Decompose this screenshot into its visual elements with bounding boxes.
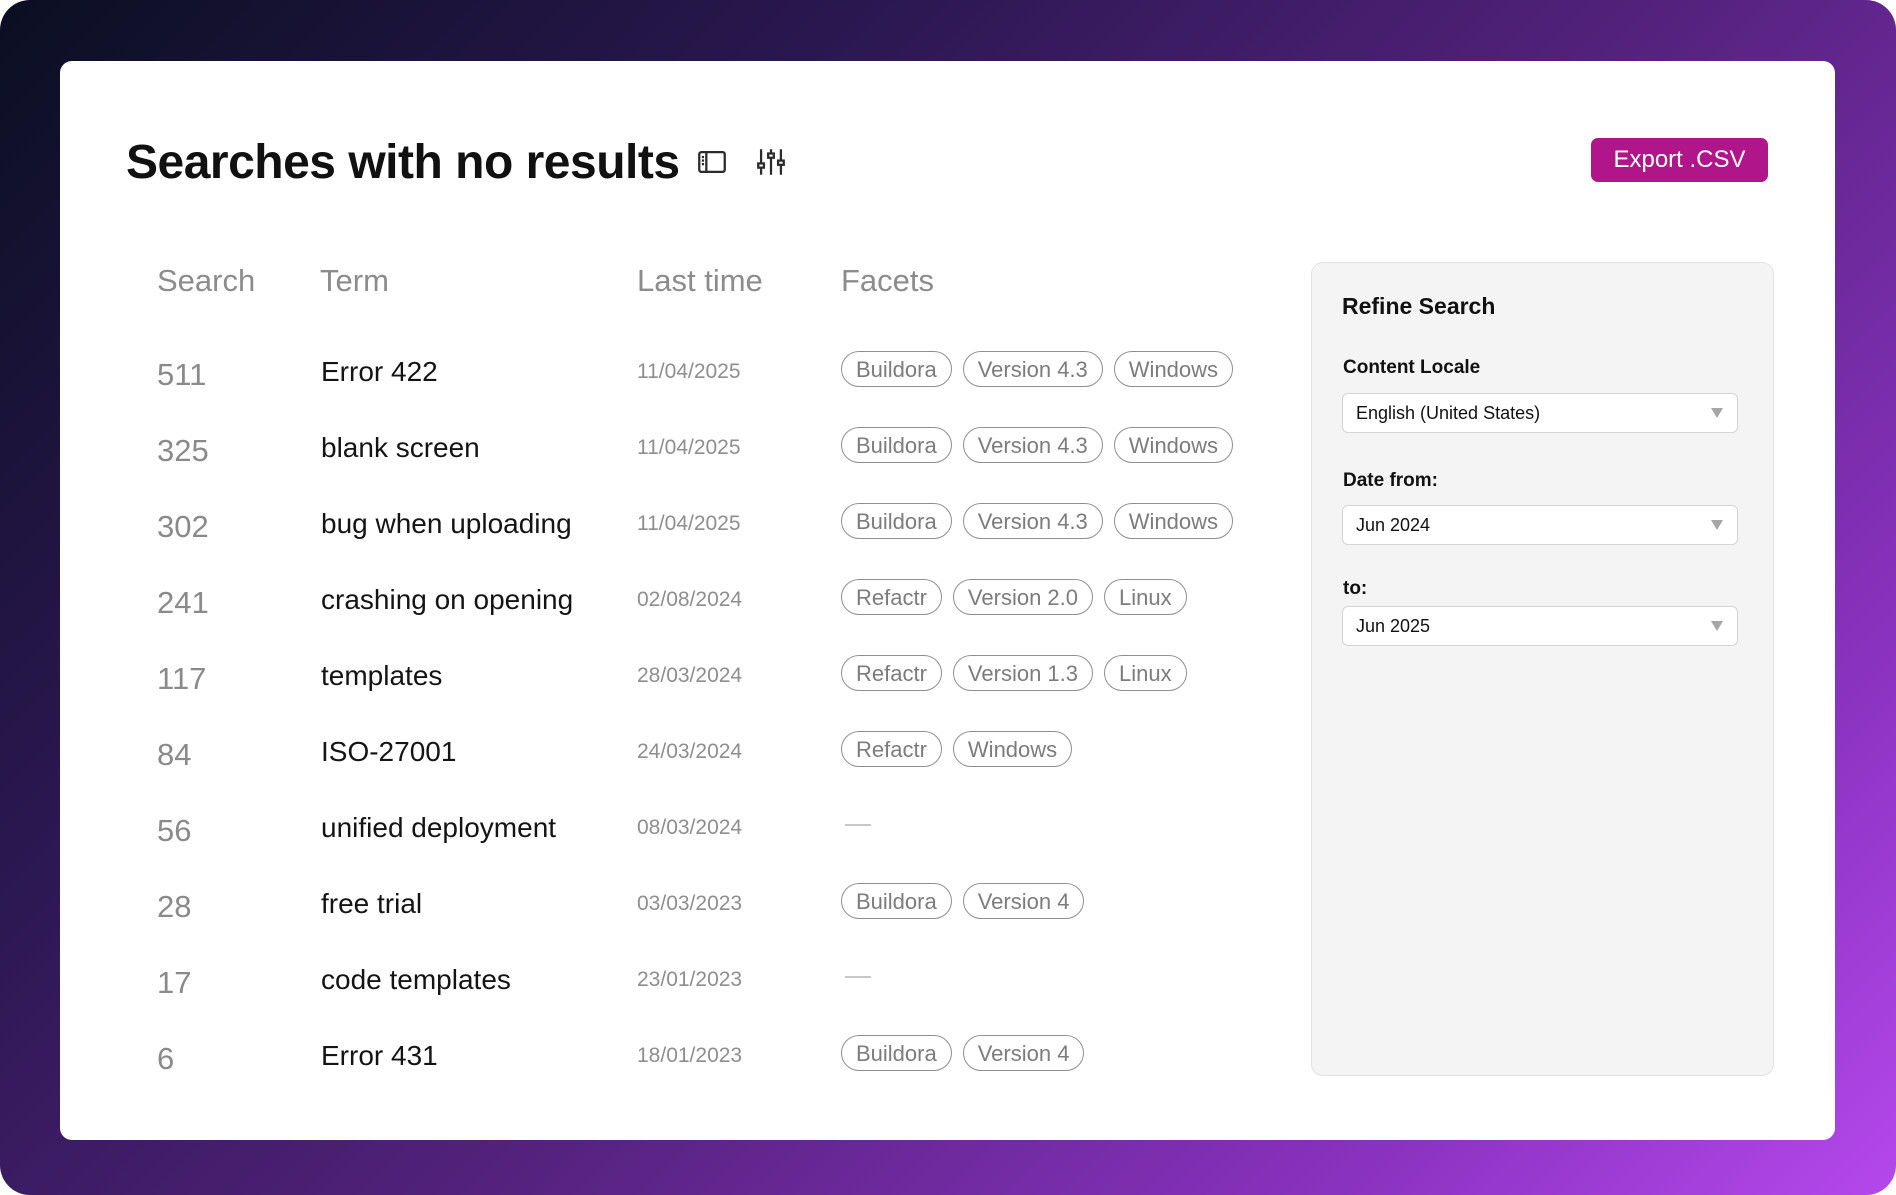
chevron-down-icon <box>1711 621 1723 631</box>
last-time: 02/08/2024 <box>637 588 743 611</box>
facet-chip[interactable]: Buildora <box>841 1035 952 1071</box>
facet-chip[interactable]: Linux <box>1104 655 1187 691</box>
facet-chip[interactable]: Windows <box>1113 351 1234 387</box>
facet-list: Buildora Version 4.3 Windows <box>841 427 1234 463</box>
facet-chip[interactable]: Buildora <box>841 427 952 463</box>
table-row[interactable]: 302 bug when uploading 11/04/2025 Buildora V… <box>60 498 1330 574</box>
facet-chip[interactable]: Linux <box>1104 579 1187 615</box>
facet-chip[interactable]: Windows <box>1113 427 1234 463</box>
search-term: ISO-27001 <box>321 736 457 767</box>
facet-chip[interactable]: Version 2.0 <box>952 579 1093 615</box>
facet-list: Buildora Version 4.3 Windows <box>841 503 1234 539</box>
facet-chip[interactable]: Version 4.3 <box>962 427 1103 463</box>
search-term: unified deployment <box>321 812 557 843</box>
chevron-down-icon <box>1711 408 1723 418</box>
search-count: 84 <box>157 737 192 772</box>
last-time: 28/03/2024 <box>637 664 743 687</box>
table-row[interactable]: 511 Error 422 11/04/2025 Buildora Version 4.… <box>60 346 1330 422</box>
facet-chip[interactable]: Version 4.3 <box>962 503 1103 539</box>
column-header-search[interactable]: Search <box>157 263 256 298</box>
filter-sliders-icon[interactable] <box>754 145 788 179</box>
sidebar-toggle-icon[interactable] <box>695 145 729 179</box>
report-card: Searches with no results Export .CSV Sea… <box>60 61 1835 1140</box>
facet-list: Refactr Version 1.3 Linux <box>841 655 1187 691</box>
export-csv-button[interactable]: Export .CSV <box>1591 138 1768 182</box>
search-count: 511 <box>157 357 207 392</box>
facet-list: Buildora Version 4 <box>841 883 1085 919</box>
date-from-label: Date from: <box>1343 470 1439 491</box>
search-count: 28 <box>157 889 192 924</box>
search-term: blank screen <box>321 432 480 463</box>
last-time: 11/04/2025 <box>637 360 741 383</box>
content-locale-label: Content Locale <box>1343 357 1481 378</box>
table-row[interactable]: 241 crashing on opening 02/08/2024 Refactr V… <box>60 574 1330 650</box>
search-count: 6 <box>157 1041 175 1076</box>
table-row[interactable]: 6 Error 431 18/01/2023 Buildora Version 4 <box>60 1030 1330 1106</box>
column-header-term[interactable]: Term <box>320 263 389 298</box>
last-time: 24/03/2024 <box>637 740 743 763</box>
facet-chip[interactable]: Buildora <box>841 883 952 919</box>
chevron-down-icon <box>1711 520 1723 530</box>
table-row[interactable]: 84 ISO-27001 24/03/2024 Refactr Windows <box>60 726 1330 802</box>
facet-list: Buildora Version 4 <box>841 1035 1085 1071</box>
search-term: Error 431 <box>321 1040 438 1071</box>
search-term: bug when uploading <box>321 508 572 539</box>
column-header-last-time[interactable]: Last time <box>637 263 763 298</box>
refine-search-panel: Refine Search Content Locale English (Un… <box>1311 262 1774 1076</box>
last-time: 23/01/2023 <box>637 968 743 991</box>
content-locale-select[interactable]: English (United States) <box>1342 393 1738 433</box>
table-row[interactable]: 117 templates 28/03/2024 Refactr Version 1.3… <box>60 650 1330 726</box>
facet-chip[interactable]: Refactr <box>841 655 942 691</box>
facet-chip[interactable]: Version 4 <box>962 1035 1085 1071</box>
search-term: free trial <box>321 888 423 919</box>
facet-chip[interactable]: Buildora <box>841 351 952 387</box>
search-term: code templates <box>321 964 511 995</box>
page-title: Searches with no results <box>126 136 680 189</box>
refine-search-title: Refine Search <box>1342 293 1496 319</box>
facet-chip[interactable]: Refactr <box>841 731 942 767</box>
facet-list: Refactr Version 2.0 Linux <box>841 579 1187 615</box>
date-to-value: Jun 2025 <box>1356 616 1431 636</box>
facet-list: Buildora Version 4.3 Windows <box>841 351 1234 387</box>
facet-chip[interactable]: Version 4.3 <box>962 351 1103 387</box>
facet-list: Refactr Windows <box>841 731 1073 767</box>
search-count: 117 <box>157 661 207 696</box>
facet-chip[interactable]: Version 4 <box>962 883 1085 919</box>
no-facets-dash <box>845 976 871 978</box>
search-term: crashing on opening <box>321 584 574 615</box>
date-to-label: to: <box>1343 578 1368 599</box>
search-count: 241 <box>157 585 209 620</box>
last-time: 11/04/2025 <box>637 512 741 535</box>
facet-chip[interactable]: Windows <box>1113 503 1234 539</box>
search-count: 302 <box>157 509 209 544</box>
date-from-value: Jun 2024 <box>1356 515 1431 535</box>
last-time: 08/03/2024 <box>637 816 743 839</box>
search-term: Error 422 <box>321 356 438 387</box>
search-term: templates <box>321 660 443 691</box>
facet-chip[interactable]: Windows <box>952 731 1073 767</box>
table-row[interactable]: 17 code templates 23/01/2023 <box>60 954 1330 1030</box>
search-count: 325 <box>157 433 209 468</box>
column-header-facets[interactable]: Facets <box>841 263 935 298</box>
no-facets-dash <box>845 824 871 826</box>
last-time: 03/03/2023 <box>637 892 743 915</box>
date-from-select[interactable]: Jun 2024 <box>1342 505 1738 545</box>
facet-chip[interactable]: Refactr <box>841 579 942 615</box>
table-row[interactable]: 56 unified deployment 08/03/2024 <box>60 802 1330 878</box>
search-count: 17 <box>157 965 192 1000</box>
table-row[interactable]: 325 blank screen 11/04/2025 Buildora Version… <box>60 422 1330 498</box>
facet-chip[interactable]: Buildora <box>841 503 952 539</box>
last-time: 11/04/2025 <box>637 436 741 459</box>
table-row[interactable]: 28 free trial 03/03/2023 Buildora Version 4 <box>60 878 1330 954</box>
last-time: 18/01/2023 <box>637 1044 743 1067</box>
facet-chip[interactable]: Version 1.3 <box>952 655 1093 691</box>
content-locale-value: English (United States) <box>1356 403 1541 423</box>
search-count: 56 <box>157 813 192 848</box>
date-to-select[interactable]: Jun 2025 <box>1342 606 1738 646</box>
